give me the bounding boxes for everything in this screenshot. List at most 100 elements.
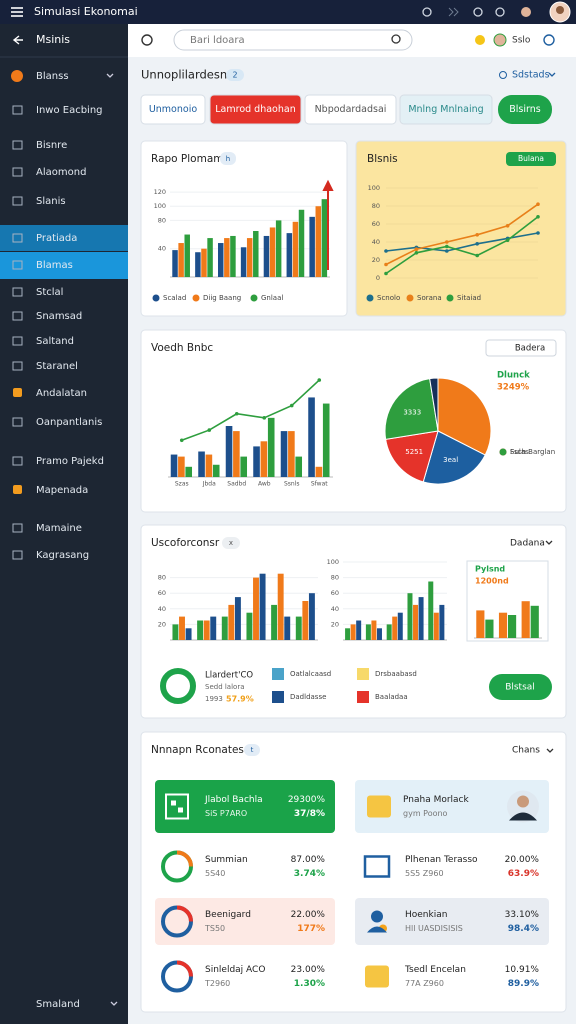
legend-dot <box>406 294 414 302</box>
x-tick-label: Szas <box>175 481 189 488</box>
icon <box>367 926 387 933</box>
bar <box>498 612 508 638</box>
nav-item[interactable]: Andalatan <box>36 388 87 399</box>
callout-value: 3249% <box>497 383 530 393</box>
bar <box>218 243 224 277</box>
nav-item[interactable]: Pramo Pajekd <box>36 456 104 467</box>
bar <box>178 456 185 477</box>
button[interactable] <box>485 339 557 357</box>
icon <box>12 336 23 346</box>
icon <box>367 795 391 818</box>
nav-item[interactable]: Oanpantlanis <box>36 417 102 428</box>
tile[interactable] <box>355 898 549 945</box>
search-box[interactable] <box>173 29 413 51</box>
tile[interactable] <box>155 898 335 945</box>
y-tick-label: 40 <box>158 245 166 253</box>
nav-item[interactable]: Snamsad <box>36 311 82 322</box>
bar <box>221 616 228 640</box>
y-tick-label: 20 <box>331 620 339 628</box>
tile[interactable] <box>155 843 335 890</box>
tile-value: 29300% <box>288 795 326 805</box>
icon <box>422 7 432 17</box>
nav-item[interactable]: Kagrasang <box>36 550 89 561</box>
legend-dot <box>250 294 258 302</box>
label: t <box>251 746 254 754</box>
tab-label[interactable]: Lamrod dhaohan <box>215 104 295 115</box>
tile-value: 87.00% <box>291 855 326 865</box>
nav-item[interactable]: Bisnre <box>36 140 67 151</box>
nav-item[interactable]: Stclal <box>36 287 63 298</box>
icon <box>176 850 193 867</box>
nav-item[interactable]: Mapenada <box>36 485 88 496</box>
legend-swatch <box>272 691 284 703</box>
icon <box>13 388 22 397</box>
pie-slice <box>385 430 439 483</box>
nav-item[interactable]: Mamaine <box>36 523 82 534</box>
bar <box>485 619 494 638</box>
tab[interactable] <box>209 94 302 125</box>
y-tick-label: 20 <box>372 256 380 264</box>
tile-title: Jlabol Bachla <box>204 795 263 805</box>
bar <box>201 248 207 277</box>
legend-label: Dadldasse <box>290 693 326 701</box>
point <box>445 244 449 249</box>
tile-change: 3.74% <box>294 869 325 879</box>
tab-label[interactable]: Nbpodardadsai <box>315 104 387 115</box>
nav-item[interactable]: Staranel <box>36 361 78 372</box>
legend-dot <box>499 448 507 456</box>
bar <box>292 221 299 277</box>
y-tick-label: 40 <box>158 605 166 613</box>
tile[interactable] <box>155 953 335 1000</box>
tab[interactable] <box>304 94 397 125</box>
tab[interactable] <box>140 94 206 125</box>
nav-item[interactable]: Blamas <box>36 260 73 271</box>
bar <box>253 231 259 277</box>
bar <box>230 235 236 277</box>
slice-label: 5251 <box>405 448 423 456</box>
bar <box>418 597 424 640</box>
icon <box>371 910 383 923</box>
nav-item[interactable]: Alaomond <box>36 167 86 178</box>
y-tick-label: 100 <box>327 558 339 566</box>
icon <box>556 6 564 14</box>
nav-item[interactable]: Slanis <box>36 196 66 207</box>
point <box>207 428 212 432</box>
tile[interactable] <box>355 780 549 833</box>
tile[interactable] <box>155 780 335 833</box>
tab-label[interactable]: Mnlng Mnlnaing <box>408 104 483 115</box>
tile[interactable] <box>355 843 549 890</box>
tile-sub: 5S40 <box>205 869 225 878</box>
button[interactable] <box>489 674 552 700</box>
bar <box>263 235 270 277</box>
icon <box>499 71 507 79</box>
tab[interactable] <box>399 94 493 125</box>
x-tick-label: Jbda <box>202 481 216 488</box>
tile[interactable] <box>355 953 549 1000</box>
chevron <box>110 1001 118 1006</box>
label[interactable]: Blstsal <box>505 683 535 693</box>
nav-item[interactable]: Smaland <box>36 999 80 1010</box>
dropdown[interactable]: Dadana <box>510 539 545 549</box>
nav-item[interactable]: Saltand <box>36 336 74 347</box>
line <box>385 232 539 252</box>
nav-item[interactable]: Pratiada <box>36 233 77 244</box>
label[interactable]: Badera <box>515 344 545 354</box>
icon <box>365 965 389 988</box>
tab-label[interactable]: Blsirns <box>509 104 541 115</box>
tile-value: 23.00% <box>291 965 326 975</box>
dropdown[interactable]: Chans <box>512 746 540 756</box>
legend-label: Diig Baang <box>203 294 241 302</box>
chevron <box>106 73 114 78</box>
tile-sub: Hll UASDISISIS <box>405 924 463 933</box>
legend-label: Gnlaal <box>261 294 283 302</box>
point <box>475 253 480 258</box>
tab-label[interactable]: Unmonoio <box>149 104 198 115</box>
nav-item[interactable]: Inwo Eacbing <box>36 105 103 116</box>
bar <box>170 454 178 477</box>
bar <box>225 426 233 477</box>
tile-change: 98.4% <box>508 924 539 934</box>
nav-item[interactable]: Blanss <box>36 71 69 82</box>
legend-dot <box>446 294 454 302</box>
tab[interactable] <box>498 95 552 124</box>
